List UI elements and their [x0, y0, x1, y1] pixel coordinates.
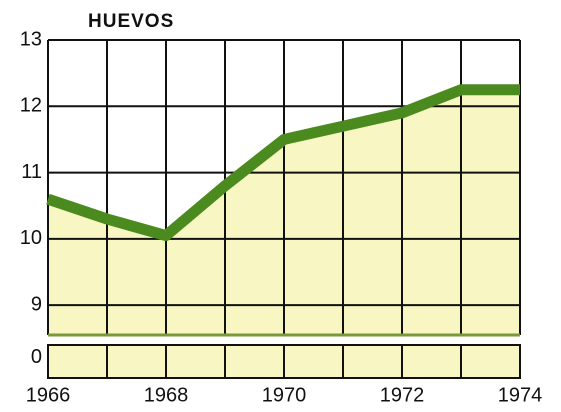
x-tick-label: 1970: [262, 384, 307, 406]
x-tick-label: 1974: [498, 384, 543, 406]
y-tick-label: 11: [21, 161, 42, 183]
y-tick-label: 9: [31, 293, 42, 315]
x-tick-label: 1966: [26, 384, 71, 406]
x-tick-label: 1972: [380, 384, 425, 406]
data-line: [46, 84, 520, 242]
y-tick-label: 12: [20, 95, 42, 117]
y-tick-label: 13: [20, 28, 42, 50]
y-tick-label: 10: [20, 227, 42, 249]
chart-title: HUEVOS: [88, 11, 174, 32]
y-tick-label: 0: [31, 346, 42, 368]
x-tick-label: 1968: [144, 384, 189, 406]
